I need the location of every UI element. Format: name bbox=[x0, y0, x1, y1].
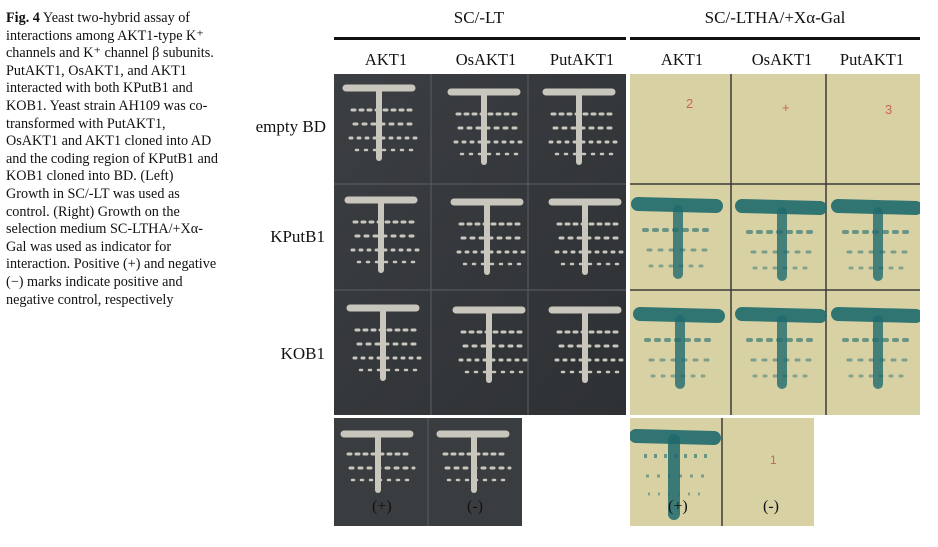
negative-control-label-right: (-) bbox=[763, 498, 779, 515]
svg-text:+: + bbox=[782, 100, 790, 115]
header-rule-right bbox=[630, 37, 920, 40]
col-label-right-osakt1: OsAKT1 bbox=[751, 50, 813, 69]
control-plate-sc-lt bbox=[334, 418, 522, 526]
control-plate-sc-lt-image bbox=[334, 418, 522, 526]
col-label-left-putakt1: PutAKT1 bbox=[549, 50, 615, 69]
positive-control-label-left: (+) bbox=[372, 498, 392, 515]
plate-sc-lt-image bbox=[334, 74, 626, 415]
figure-caption: Fig. 4 Yeast two-hybrid assay of interac… bbox=[6, 10, 218, 309]
col-label-right-akt1: AKT1 bbox=[660, 50, 704, 69]
header-sc-ltha: SC/-LTHA/+Xα-Gal bbox=[704, 8, 846, 27]
col-label-left-osakt1: OsAKT1 bbox=[455, 50, 517, 69]
plate-sc-ltha-xgal: 2 + 3 bbox=[630, 74, 920, 415]
header-rule-left bbox=[334, 37, 626, 40]
plate-sc-lt bbox=[334, 74, 626, 415]
svg-text:3: 3 bbox=[885, 102, 892, 117]
row-label-kputb1: KPutB1 bbox=[270, 227, 325, 246]
svg-text:2: 2 bbox=[686, 96, 693, 111]
positive-control-label-right: (+) bbox=[668, 498, 688, 515]
row-label-empty-bd: empty BD bbox=[255, 117, 326, 136]
svg-text:1: 1 bbox=[770, 453, 777, 467]
figure-label: Fig. 4 bbox=[6, 10, 40, 26]
control-plate-sc-ltha-xgal: 1 bbox=[630, 418, 814, 526]
caption-text: Yeast two-hybrid assay of interactions a… bbox=[6, 10, 218, 308]
col-label-left-akt1: AKT1 bbox=[364, 50, 408, 69]
header-sc-lt: SC/-LT bbox=[453, 8, 505, 27]
negative-control-label-left: (-) bbox=[467, 498, 483, 515]
plate-sc-ltha-xgal-image: 2 + 3 bbox=[630, 74, 920, 415]
col-label-right-putakt1: PutAKT1 bbox=[839, 50, 905, 69]
control-plate-sc-ltha-xgal-image: 1 bbox=[630, 418, 814, 526]
row-label-kob1: KOB1 bbox=[280, 344, 325, 363]
